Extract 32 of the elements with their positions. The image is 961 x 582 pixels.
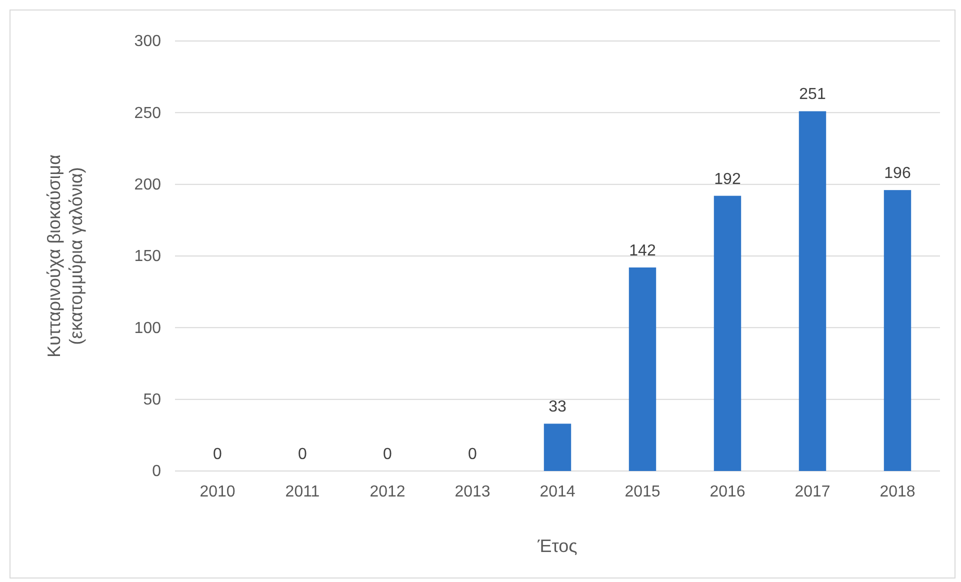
data-label: 0 [383,446,392,463]
x-tick-label: 2017 [794,483,830,500]
data-label: 192 [714,170,741,188]
x-tick-label: 2014 [540,483,576,500]
x-tick-label: 2010 [200,483,236,500]
data-label: 251 [799,86,826,104]
bar [798,111,826,471]
y-axis-title: Κυτταρινούχα βιοκαύσιμα (εκατομμύρια γαλόνια) [44,154,86,358]
data-label: 0 [213,446,222,463]
x-tick-label: 2012 [370,483,406,500]
x-tick-label: 2015 [624,483,660,500]
x-tick-label: 2013 [454,483,490,500]
y-tick-label: 100 [134,320,162,337]
y-tick-label: 250 [134,104,162,122]
bar [714,196,742,471]
x-tick-label: 2011 [285,483,320,500]
y-tick-label: 200 [134,176,162,194]
bar [544,424,572,471]
data-label: 0 [298,446,308,463]
bar [628,267,656,471]
y-tick-label: 150 [134,248,162,266]
y-tick-label: 300 [134,33,162,50]
x-axis-title: Έτος [536,536,578,556]
data-label: 142 [629,242,656,260]
data-label: 0 [468,446,478,463]
y-tick-label: 0 [152,463,162,480]
x-tick-label: 2018 [880,483,916,500]
y-tick-label: 50 [143,391,162,408]
x-tick-label: 2016 [710,483,746,500]
data-label: 33 [548,398,566,416]
data-label: 196 [884,165,911,182]
bar [884,190,912,471]
